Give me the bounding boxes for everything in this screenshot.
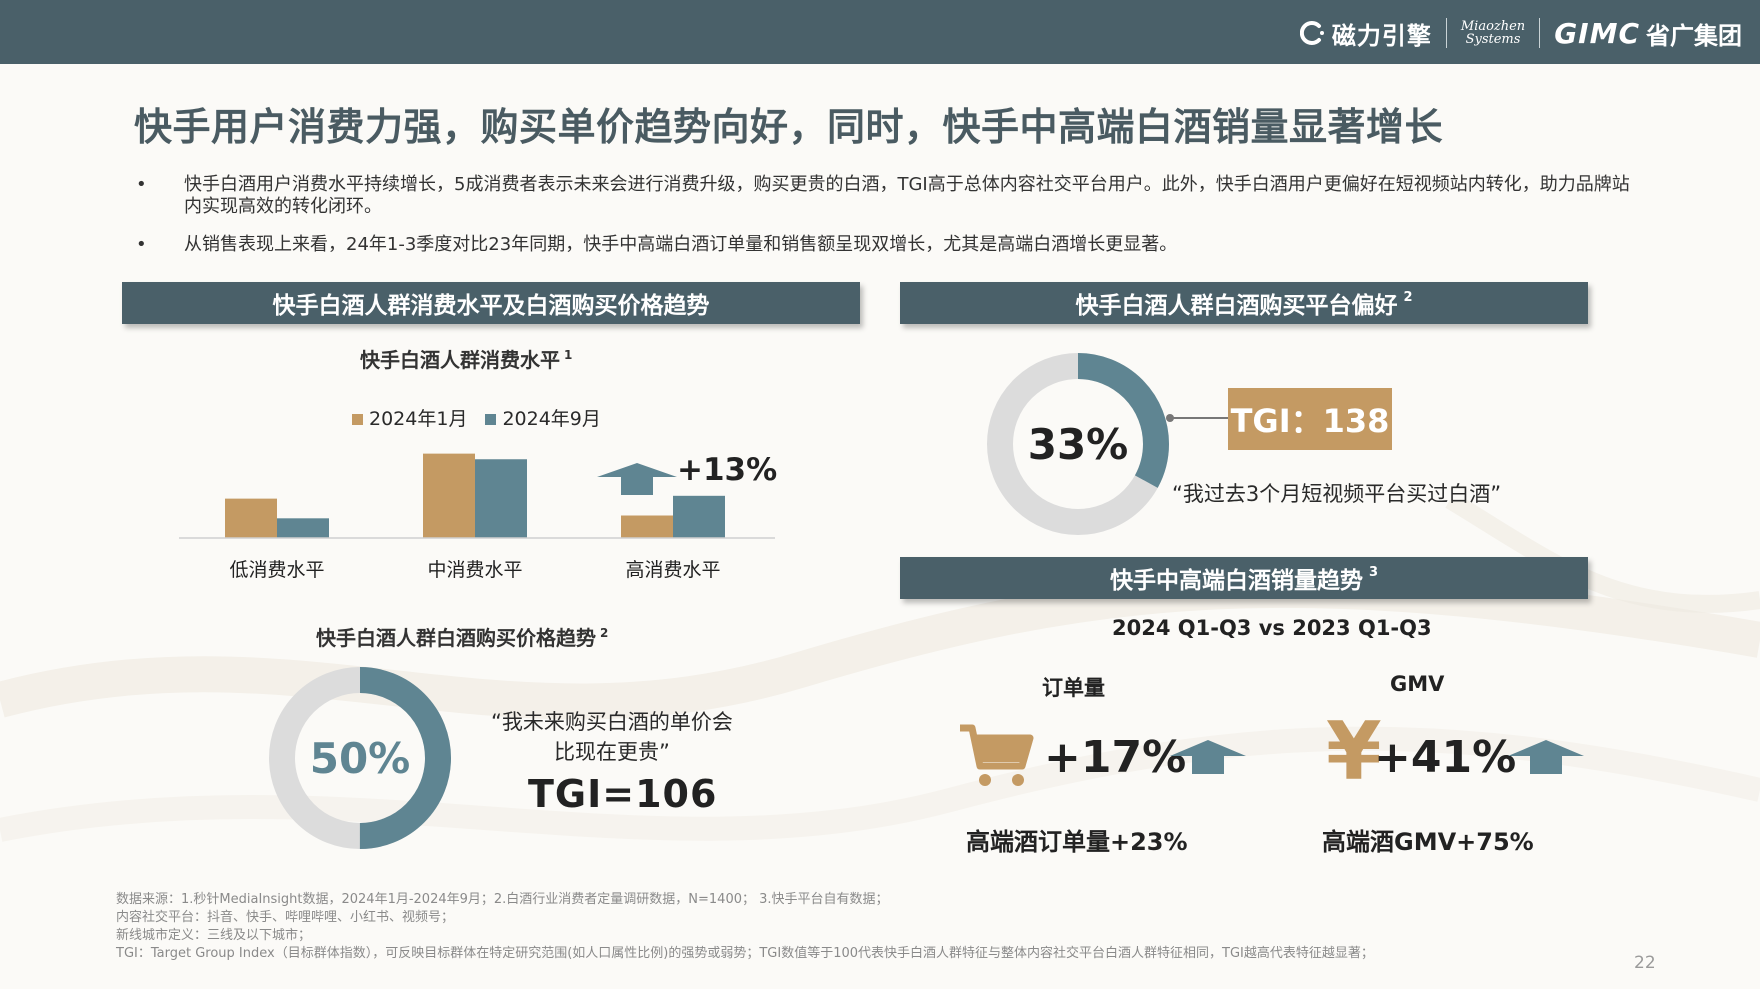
legend-item-sep: 2024年9月 xyxy=(485,404,601,431)
growth-arrow-icon xyxy=(597,463,677,495)
bar-chart-title: 快手白酒人群消费水平 1 xyxy=(360,344,572,373)
yuan-icon: ¥ xyxy=(1326,705,1382,798)
orders-header: 订单量 xyxy=(1042,676,1105,700)
bullet-marker: • xyxy=(136,174,147,195)
tgi-box-right: TGI：138 xyxy=(1228,388,1392,450)
donut-arc xyxy=(987,353,1169,535)
donut-arc xyxy=(269,667,451,849)
platform-quote: “我过去3个月短视频平台买过白酒” xyxy=(1172,482,1502,506)
page-title: 快手用户消费力强，购买单价趋势向好，同时，快手中高端白酒销量显著增长 xyxy=(134,105,1444,149)
footnote-ref: 2 xyxy=(1403,289,1413,305)
footnotes: 数据来源：1.秒针MediaInsight数据，2024年1月-2024年9月；… xyxy=(116,891,1374,963)
legend-label: 2024年9月 xyxy=(502,408,601,430)
cili-logo-text: 磁力引擎 xyxy=(1331,21,1432,50)
bullet-marker: • xyxy=(136,234,147,255)
price-trend-quote: “我未来购买白酒的单价会 比现在更贵” xyxy=(478,706,746,766)
miaozhen-logo: Miaozhen Systems xyxy=(1461,20,1525,46)
footnote-ref: 1 xyxy=(564,348,573,363)
miaozhen-line2: Systems xyxy=(1465,32,1521,47)
tgi-value-left: TGI=106 xyxy=(528,772,718,816)
bar-jan-1 xyxy=(423,453,475,538)
gmv-up-arrow-icon xyxy=(1508,740,1584,774)
legend-item-jan: 2024年1月 xyxy=(352,404,467,431)
bullet-text: 从销售表现上来看，24年1-3季度对比23年同期，快手中高端白酒订单量和销售额呈… xyxy=(184,234,1178,255)
donut-percent: 33% xyxy=(1028,420,1129,469)
miaozhen-line1: Miaozhen xyxy=(1460,19,1526,34)
consumption-bar-chart: 低消费水平 中消费水平 高消费水平 +13% xyxy=(179,452,777,581)
donut-left-title-text: 快手白酒人群白酒购买价格趋势 xyxy=(316,626,596,650)
x-tick-label: 低消费水平 xyxy=(229,559,324,581)
donut-left-title: 快手白酒人群白酒购买价格趋势 2 xyxy=(316,622,608,651)
bar-sep-2 xyxy=(673,495,725,538)
right-bottom-banner: 快手中高端白酒销量趋势 3 xyxy=(900,557,1588,599)
growth-annotation: +13% xyxy=(677,452,777,488)
logo-separator xyxy=(1445,18,1447,48)
quote-line2: 比现在更贵” xyxy=(554,740,670,764)
bullet-list: • 快手白酒用户消费水平持续增长，5成消费者表示未来会进行消费升级，购买更贵的白… xyxy=(136,174,1636,256)
footnote-line: TGI：Target Group Index（目标群体指数），可反映目标群体在特… xyxy=(116,946,1374,961)
legend-swatch-brown xyxy=(352,414,363,425)
bar-jan-0 xyxy=(225,498,277,538)
footnote-ref: 3 xyxy=(1368,564,1379,580)
orders-high-end-label: 高端酒订单量+23% xyxy=(966,828,1188,856)
bar-sep-0 xyxy=(277,518,329,538)
footnote-ref: 2 xyxy=(600,626,609,641)
cili-logo: 磁力引擎 xyxy=(1299,16,1432,51)
bullet-text: 快手白酒用户消费水平持续增长，5成消费者表示未来会进行消费升级，购买更贵的白酒，… xyxy=(184,174,1630,217)
sales-subtitle: 2024 Q1-Q3 vs 2023 Q1-Q3 xyxy=(1112,616,1432,640)
gimc-logo: GIMC 省广集团 xyxy=(1554,16,1742,51)
footnote-line: 内容社交平台：抖音、快手、哔哩哔哩、小红书、视频号； xyxy=(116,910,455,925)
legend-label: 2024年1月 xyxy=(369,408,468,430)
orders-growth: +17% xyxy=(1044,732,1187,783)
footnote-line: 新线城市定义：三线及以下城市； xyxy=(116,928,312,943)
right-top-banner-text: 快手白酒人群白酒购买平台偏好 xyxy=(1075,293,1398,319)
left-section-banner: 快手白酒人群消费水平及白酒购买价格趋势 xyxy=(122,282,860,324)
donut-chart-platform: 33% xyxy=(987,353,1169,535)
donut-chart-price-trend: 50% xyxy=(269,667,451,849)
bullet-item: • 从销售表现上来看，24年1-3季度对比23年同期，快手中高端白酒订单量和销售… xyxy=(136,234,1636,256)
gmv-header: GMV xyxy=(1390,672,1445,696)
orders-up-arrow-icon xyxy=(1170,740,1246,774)
bar-chart-title-text: 快手白酒人群消费水平 xyxy=(360,348,560,372)
quote-line1: “我未来购买白酒的单价会 xyxy=(491,710,733,734)
bar-sep-1 xyxy=(475,459,527,538)
right-bottom-banner-text: 快手中高端白酒销量趋势 xyxy=(1109,568,1363,594)
top-bar: 磁力引擎 Miaozhen Systems GIMC 省广集团 xyxy=(0,0,1760,64)
logo-separator xyxy=(1539,18,1541,48)
legend-swatch-teal xyxy=(485,414,497,425)
gimc-logo-en: GIMC xyxy=(1554,16,1640,50)
bullet-item: • 快手白酒用户消费水平持续增长，5成消费者表示未来会进行消费升级，购买更贵的白… xyxy=(136,174,1636,218)
x-tick-label: 中消费水平 xyxy=(427,559,522,581)
left-banner-text: 快手白酒人群消费水平及白酒购买价格趋势 xyxy=(272,293,710,319)
tgi-connector xyxy=(1166,414,1234,422)
bar-jan-2 xyxy=(621,515,673,538)
donut-percent: 50% xyxy=(310,734,411,783)
gimc-logo-cn: 省广集团 xyxy=(1646,21,1742,50)
chart-legend: 2024年1月 2024年9月 xyxy=(352,404,601,431)
x-tick-label: 高消费水平 xyxy=(625,559,720,581)
footnote-line: 数据来源：1.秒针MediaInsight数据，2024年1月-2024年9月；… xyxy=(116,892,889,907)
gmv-high-end-label: 高端酒GMV+75% xyxy=(1322,828,1534,856)
shopping-cart-icon xyxy=(960,724,1034,786)
gmv-growth: +41% xyxy=(1374,732,1517,783)
right-top-banner: 快手白酒人群白酒购买平台偏好 2 xyxy=(900,282,1588,324)
cili-c-icon xyxy=(1299,21,1324,45)
page-number: 22 xyxy=(1634,953,1656,973)
logo-group: 磁力引擎 Miaozhen Systems GIMC 省广集团 xyxy=(1299,14,1742,52)
